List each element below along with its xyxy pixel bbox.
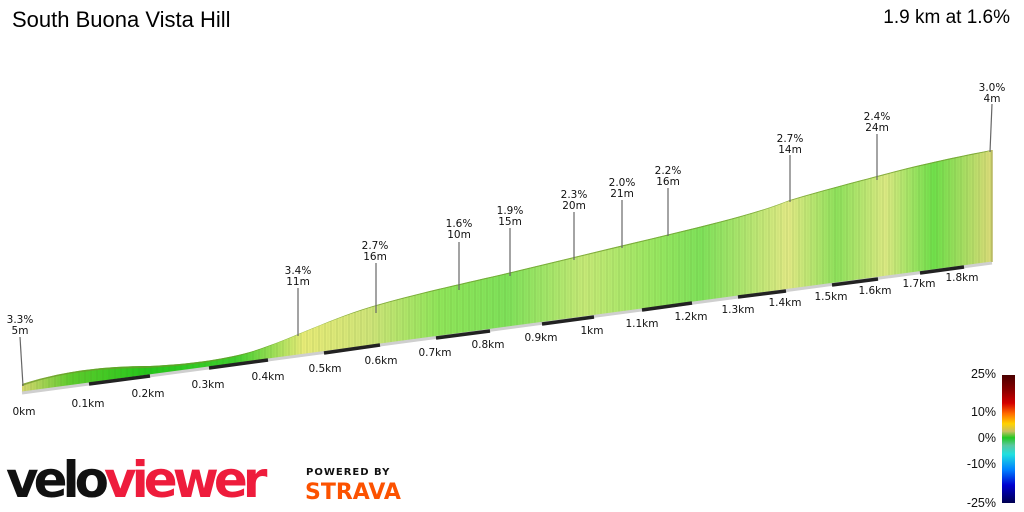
- svg-text:21m: 21m: [610, 188, 634, 200]
- logo-velo-text: velo: [6, 451, 109, 509]
- strava-logo: STRAVA: [305, 480, 401, 505]
- svg-text:24m: 24m: [865, 122, 889, 134]
- svg-text:1.7km: 1.7km: [902, 278, 935, 290]
- segment-summary: 1.9 km at 1.6%: [883, 7, 1010, 28]
- svg-text:4m: 4m: [984, 93, 1001, 105]
- svg-text:0.5km: 0.5km: [308, 363, 341, 375]
- legend-label-10: 10%: [970, 405, 996, 419]
- legend-label-minus10: -10%: [966, 457, 996, 471]
- svg-text:0.4km: 0.4km: [251, 371, 284, 383]
- legend-label-min: -25%: [966, 496, 996, 510]
- svg-text:16m: 16m: [363, 251, 387, 263]
- svg-text:0.2km: 0.2km: [131, 388, 164, 400]
- gradient-annotations: [19, 103, 993, 387]
- svg-text:2.7%: 2.7%: [777, 133, 804, 145]
- svg-text:2.3%: 2.3%: [561, 189, 588, 201]
- svg-text:1.5km: 1.5km: [814, 291, 847, 303]
- svg-text:2.4%: 2.4%: [864, 111, 891, 123]
- svg-text:0km: 0km: [13, 406, 36, 418]
- svg-text:10m: 10m: [447, 229, 471, 241]
- veloviewer-logo: veloviewer: [6, 451, 267, 509]
- svg-text:0.9km: 0.9km: [524, 332, 557, 344]
- svg-text:3.0%: 3.0%: [979, 82, 1006, 94]
- profile-stripes: [22, 150, 992, 392]
- svg-text:3.3%: 3.3%: [7, 314, 34, 326]
- gradient-color-scale: [1002, 375, 1015, 503]
- svg-text:5m: 5m: [12, 325, 29, 337]
- svg-text:11m: 11m: [286, 276, 310, 288]
- logo-viewer-text: viewer: [104, 451, 267, 509]
- segment-title: South Buona Vista Hill: [12, 7, 231, 32]
- svg-text:0.1km: 0.1km: [71, 398, 104, 410]
- svg-text:0.3km: 0.3km: [191, 379, 224, 391]
- svg-text:0.6km: 0.6km: [364, 355, 397, 367]
- svg-text:1km: 1km: [581, 325, 604, 337]
- svg-text:1.4km: 1.4km: [768, 297, 801, 309]
- svg-text:20m: 20m: [562, 200, 586, 212]
- distance-axis: 0km 0.1km 0.2km 0.3km 0.4km 0.5km 0.6km …: [13, 272, 979, 418]
- svg-text:2.7%: 2.7%: [362, 240, 389, 252]
- svg-text:2.2%: 2.2%: [655, 165, 682, 177]
- svg-text:0.8km: 0.8km: [471, 339, 504, 351]
- gradient-annotation-labels: 3.3% 5m 3.4% 11m 2.7% 16m 1.6% 10m 1.9% …: [7, 82, 1006, 337]
- svg-text:1.6km: 1.6km: [858, 285, 891, 297]
- svg-text:2.0%: 2.0%: [609, 177, 636, 189]
- svg-text:1.6%: 1.6%: [446, 218, 473, 230]
- ground-baseline: [21, 261, 993, 395]
- svg-text:1.3km: 1.3km: [721, 304, 754, 316]
- svg-text:1.8km: 1.8km: [945, 272, 978, 284]
- legend-label-0: 0%: [977, 431, 996, 445]
- legend-label-max: 25%: [970, 367, 996, 381]
- ground-km-segments: [88, 265, 965, 386]
- svg-text:14m: 14m: [778, 144, 802, 156]
- svg-text:3.4%: 3.4%: [285, 265, 312, 277]
- svg-text:1.1km: 1.1km: [625, 318, 658, 330]
- svg-text:16m: 16m: [656, 176, 680, 188]
- svg-text:15m: 15m: [498, 216, 522, 228]
- svg-text:1.2km: 1.2km: [674, 311, 707, 323]
- svg-text:0.7km: 0.7km: [418, 347, 451, 359]
- svg-text:1.9%: 1.9%: [497, 205, 524, 217]
- powered-by-text: POWERED BY: [306, 467, 391, 478]
